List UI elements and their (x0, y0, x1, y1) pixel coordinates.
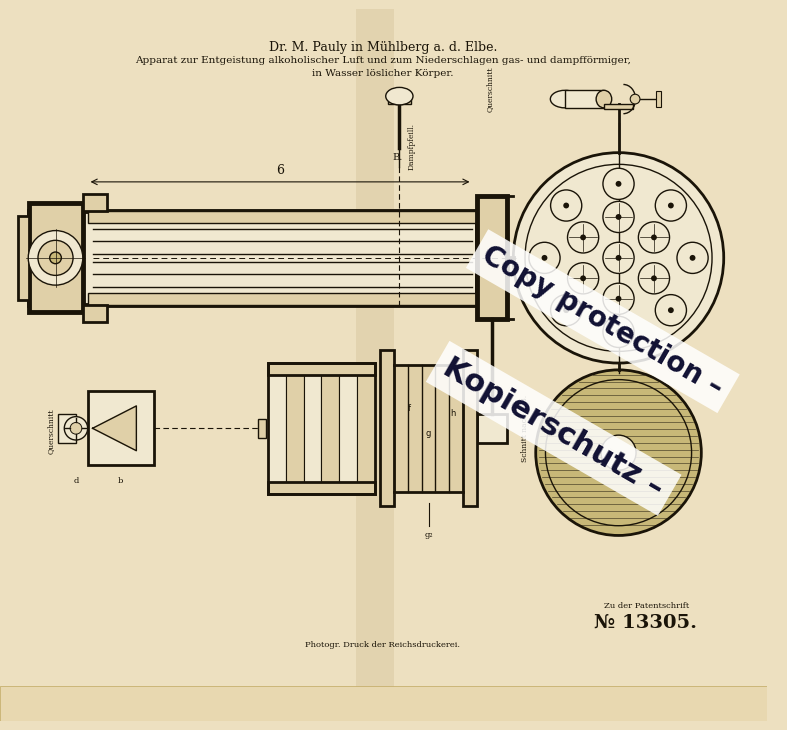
Text: f: f (408, 404, 411, 413)
Text: www.delcampe.net: www.delcampe.net (663, 698, 757, 708)
Text: a: a (64, 424, 68, 432)
Circle shape (513, 153, 724, 363)
Text: B.: B. (392, 153, 403, 162)
Bar (83, 193, 107, 211)
Text: Copy protection –: Copy protection – (477, 241, 728, 402)
Text: 6: 6 (276, 164, 284, 177)
Text: Dr. M. Pauly in Mühlberg a. d. Elbe.: Dr. M. Pauly in Mühlberg a. d. Elbe. (268, 41, 497, 53)
Circle shape (615, 255, 622, 261)
Bar (258, 418, 266, 438)
Bar (268, 363, 375, 493)
Bar (268, 482, 375, 493)
Bar (304, 374, 321, 482)
Text: Zu der Patentschrift: Zu der Patentschrift (604, 602, 689, 610)
Circle shape (525, 164, 712, 351)
Circle shape (689, 255, 696, 261)
Circle shape (615, 214, 622, 220)
Circle shape (630, 94, 640, 104)
Polygon shape (93, 406, 136, 450)
Bar (339, 374, 357, 482)
Text: Querschnitt: Querschnitt (46, 409, 54, 454)
Text: in Wasser löslicher Körper.: in Wasser löslicher Körper. (312, 69, 453, 78)
Bar (83, 304, 107, 322)
Circle shape (536, 370, 701, 536)
Circle shape (603, 242, 634, 274)
Ellipse shape (550, 91, 579, 108)
Ellipse shape (386, 88, 413, 105)
Circle shape (563, 307, 569, 313)
Circle shape (70, 423, 82, 434)
Bar (286, 374, 304, 482)
Text: h: h (450, 410, 456, 418)
Circle shape (668, 307, 674, 313)
Bar (477, 196, 507, 319)
Bar (388, 99, 411, 104)
Circle shape (580, 234, 586, 240)
Circle shape (529, 242, 560, 274)
Circle shape (615, 296, 622, 301)
Text: Dampfpfeill.: Dampfpfeill. (407, 123, 416, 170)
Circle shape (603, 201, 634, 233)
Text: Schnitt nach B.B.: Schnitt nach B.B. (521, 395, 529, 462)
Bar (604, 104, 633, 109)
Bar (463, 350, 477, 506)
Circle shape (638, 222, 670, 253)
Circle shape (601, 435, 636, 470)
Circle shape (677, 242, 708, 274)
Bar (87, 293, 477, 304)
Circle shape (603, 283, 634, 315)
Bar (17, 216, 29, 300)
Circle shape (567, 222, 599, 253)
Circle shape (603, 168, 634, 199)
Text: g₂: g₂ (424, 531, 433, 539)
Circle shape (638, 263, 670, 294)
Circle shape (551, 295, 582, 326)
Bar (29, 204, 83, 312)
Circle shape (651, 234, 657, 240)
Bar (380, 350, 394, 506)
Text: d: d (73, 477, 79, 485)
Circle shape (668, 203, 674, 209)
Circle shape (563, 203, 569, 209)
Text: b: b (118, 477, 124, 485)
Circle shape (603, 316, 634, 347)
Text: Querschnitt: Querschnitt (486, 66, 494, 112)
Bar (0, 686, 767, 721)
Circle shape (656, 190, 686, 221)
Circle shape (38, 240, 73, 275)
Circle shape (656, 295, 686, 326)
Bar (268, 374, 286, 482)
Bar (87, 211, 477, 223)
Circle shape (615, 329, 622, 335)
Text: Photogr. Druck der Reichsdruckerei.: Photogr. Druck der Reichsdruckerei. (305, 641, 460, 649)
Circle shape (567, 263, 599, 294)
Ellipse shape (596, 91, 611, 108)
Text: № 13305.: № 13305. (594, 613, 697, 631)
Circle shape (28, 231, 83, 285)
Text: Kopierschutz –: Kopierschutz – (438, 353, 669, 503)
Bar (58, 414, 76, 443)
Text: Apparat zur Entgeistung alkoholischer Luft und zum Niederschlagen gas- und dampf: Apparat zur Entgeistung alkoholischer Lu… (135, 56, 630, 65)
Bar (357, 374, 375, 482)
Circle shape (615, 181, 622, 187)
Text: g: g (426, 429, 431, 438)
Circle shape (651, 275, 657, 281)
Bar (268, 363, 375, 374)
Bar (477, 414, 507, 443)
Circle shape (580, 275, 586, 281)
Circle shape (50, 252, 61, 264)
Bar (656, 91, 661, 107)
Bar (565, 91, 604, 108)
Circle shape (541, 255, 548, 261)
Circle shape (65, 417, 87, 440)
Bar (321, 374, 339, 482)
Bar (87, 391, 154, 465)
Bar (29, 211, 477, 304)
Bar (356, 9, 394, 721)
Circle shape (551, 190, 582, 221)
Bar (394, 365, 463, 491)
Text: Pit2fast: Pit2fast (9, 698, 46, 708)
